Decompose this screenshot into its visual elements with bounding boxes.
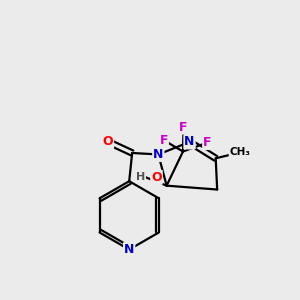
Text: F: F xyxy=(203,136,212,149)
Text: CH₃: CH₃ xyxy=(230,147,250,158)
Text: N: N xyxy=(153,148,164,161)
Text: N: N xyxy=(184,136,195,148)
Text: O: O xyxy=(103,135,113,148)
Text: H: H xyxy=(136,172,145,182)
Text: F: F xyxy=(159,134,168,147)
Text: F: F xyxy=(179,121,188,134)
Text: N: N xyxy=(124,243,134,256)
Text: O: O xyxy=(151,171,162,184)
